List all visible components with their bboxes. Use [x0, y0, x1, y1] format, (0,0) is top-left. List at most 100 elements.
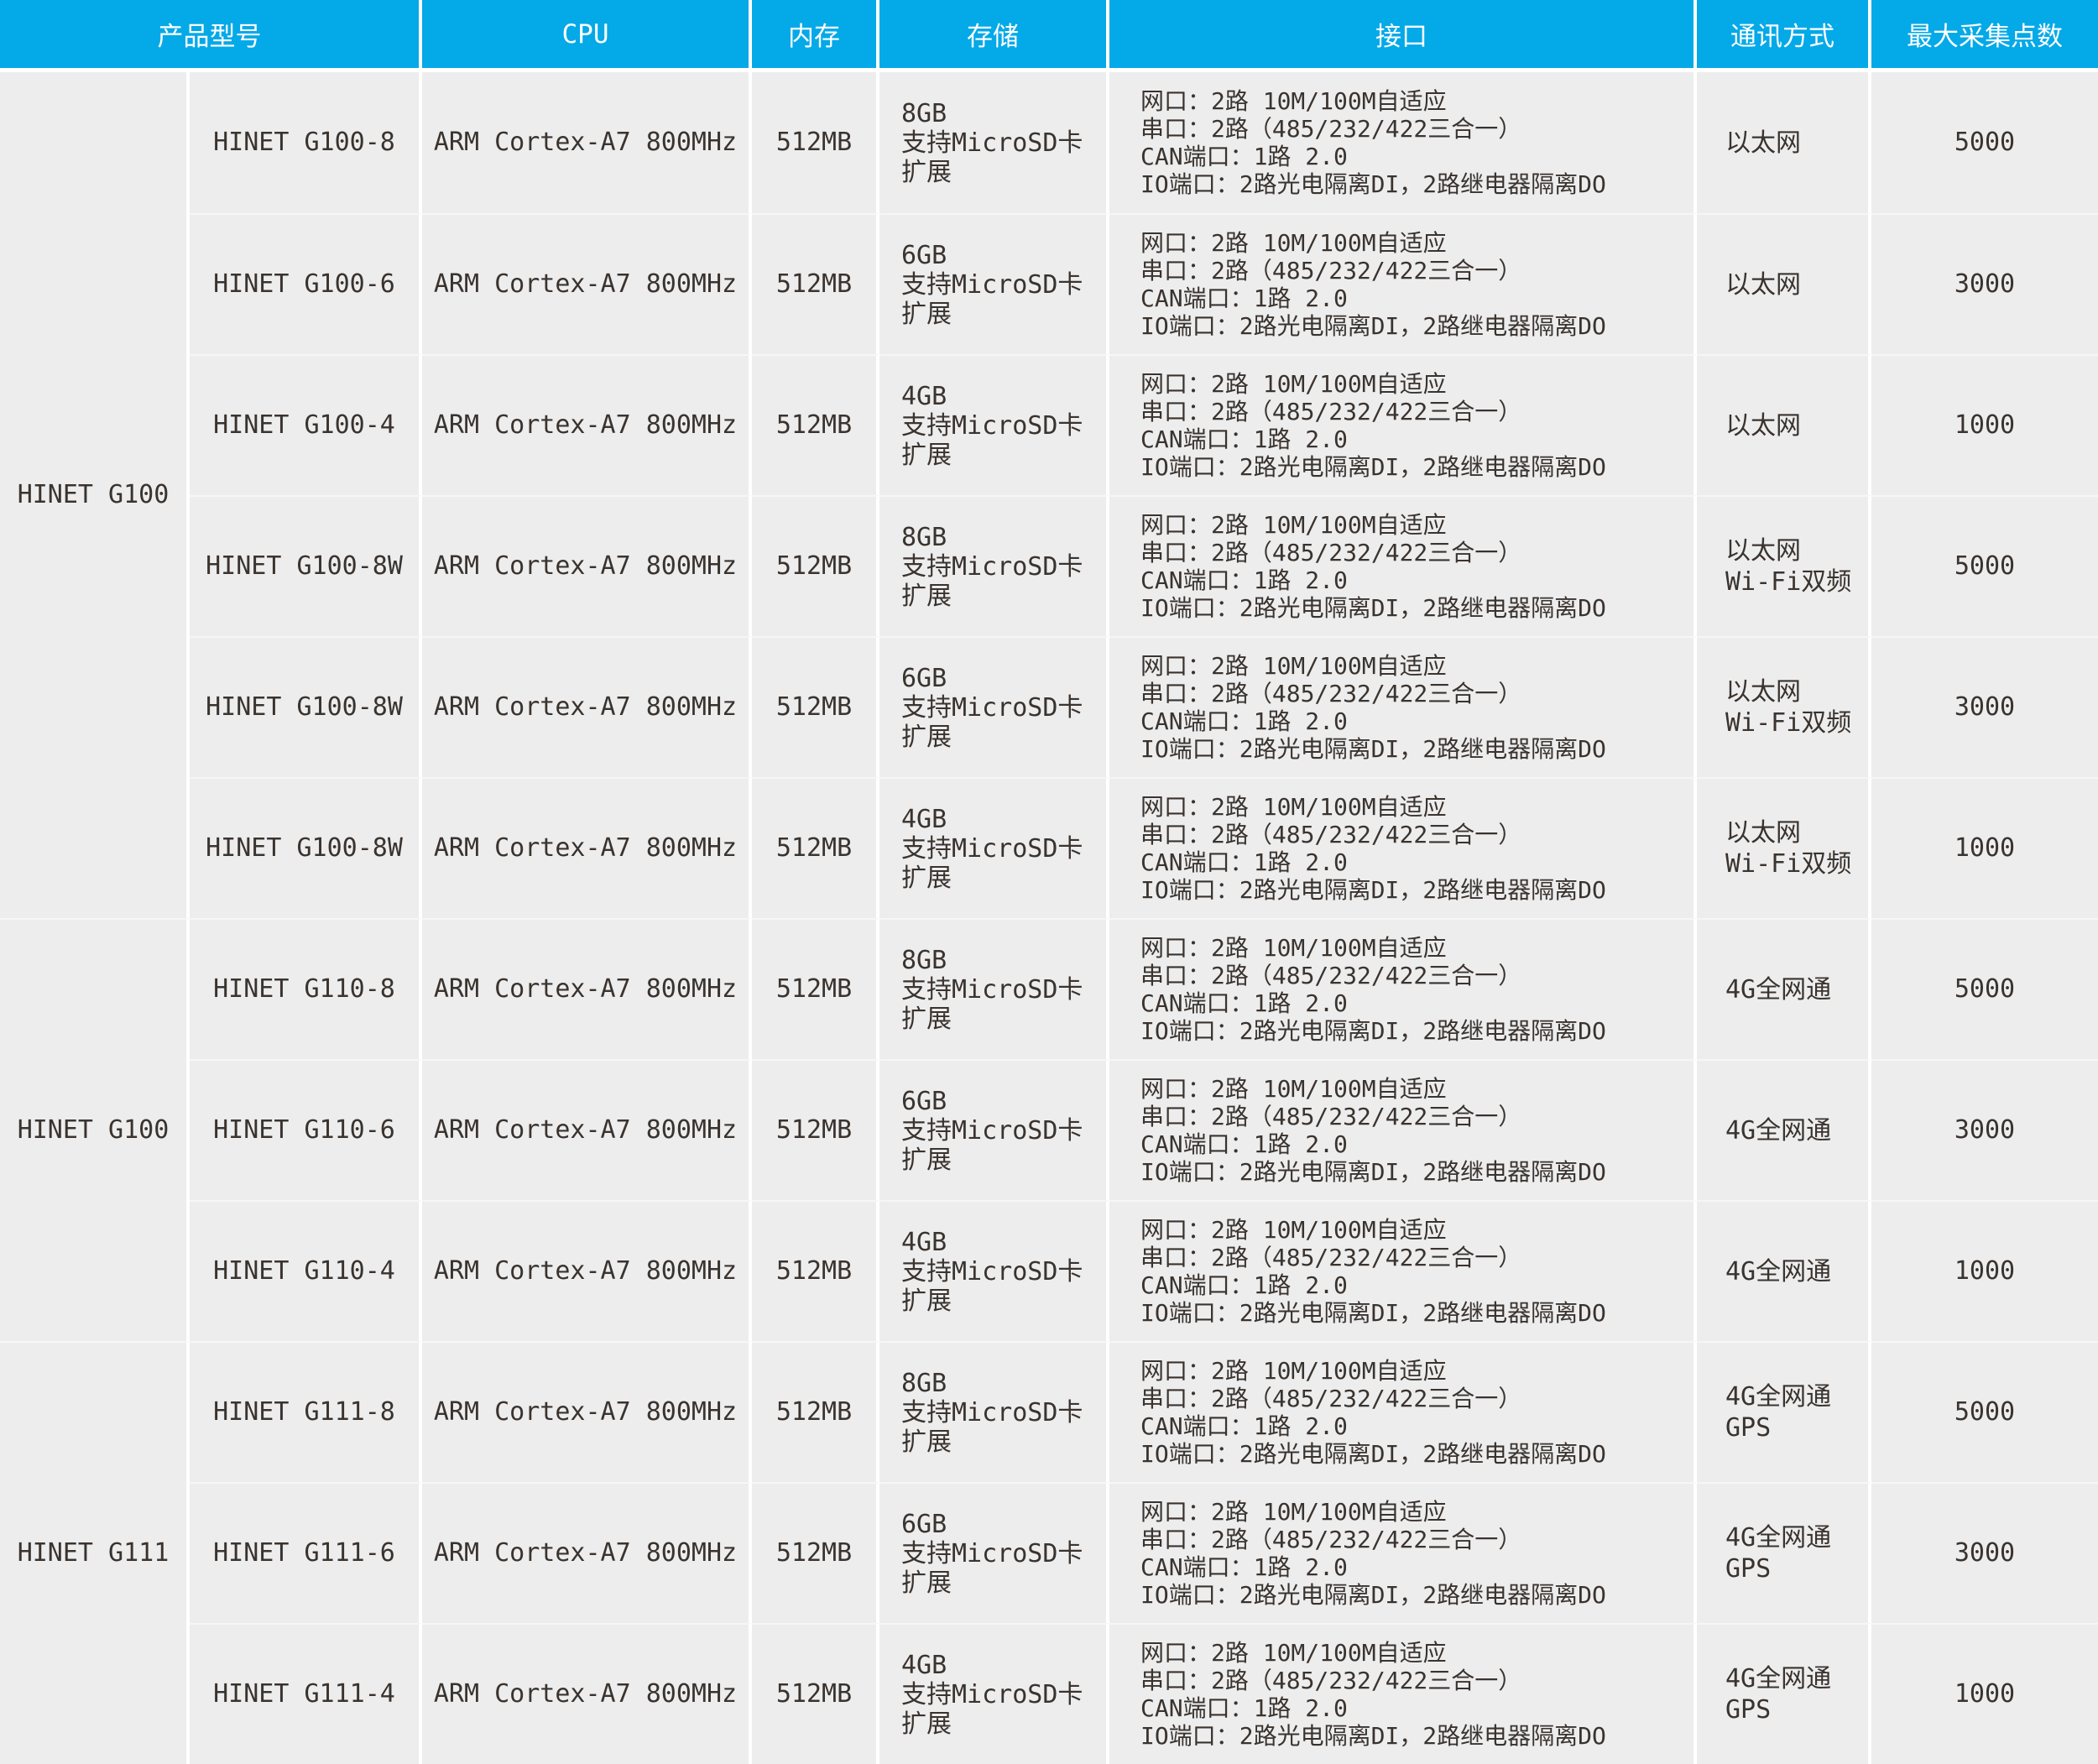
max-points-cell: 1000: [1871, 1623, 2098, 1764]
storage-cell: 4GB 支持MicroSD卡 扩展: [879, 1200, 1109, 1341]
model-cell: HINET G100-8: [190, 72, 422, 213]
max-points-cell: 5000: [1871, 1341, 2098, 1482]
max-points-cell: 3000: [1871, 1059, 2098, 1200]
model-cell: HINET G111-4: [190, 1623, 422, 1764]
storage-cell: 4GB 支持MicroSD卡 扩展: [879, 354, 1109, 495]
table-row: HINET G100-4 ARM Cortex-A7 800MHz 512MB 4GB…: [0, 354, 2098, 495]
model-cell: HINET G100-6: [190, 213, 422, 354]
interface-cell: 网口：2路 10M/100M自适应 串口：2路（485/232/422三合一） …: [1109, 1482, 1697, 1623]
col-header-interface: 接口: [1109, 0, 1697, 72]
memory-cell: 512MB: [752, 213, 879, 354]
interface-cell: 网口：2路 10M/100M自适应 串口：2路（485/232/422三合一） …: [1109, 777, 1697, 918]
max-points-cell: 3000: [1871, 213, 2098, 354]
header-row: 产品型号 CPU 内存 存储 接口 通讯方式 最大采集点数: [0, 0, 2098, 72]
cpu-cell: ARM Cortex-A7 800MHz: [422, 918, 752, 1059]
max-points-cell: 3000: [1871, 1482, 2098, 1623]
table-header: 产品型号 CPU 内存 存储 接口 通讯方式 最大采集点数: [0, 0, 2098, 72]
comm-method-cell: 以太网: [1697, 72, 1871, 213]
model-cell: HINET G111-8: [190, 1341, 422, 1482]
interface-cell: 网口：2路 10M/100M自适应 串口：2路（485/232/422三合一） …: [1109, 213, 1697, 354]
memory-cell: 512MB: [752, 777, 879, 918]
comm-method-cell: 4G全网通 GPS: [1697, 1482, 1871, 1623]
memory-cell: 512MB: [752, 495, 879, 636]
table-row: HINET G100-8W ARM Cortex-A7 800MHz 512MB 4G…: [0, 777, 2098, 918]
table-row: HINET G111-6 ARM Cortex-A7 800MHz 512MB 6GB…: [0, 1482, 2098, 1623]
model-cell: HINET G110-8: [190, 918, 422, 1059]
comm-method-cell: 4G全网通: [1697, 1059, 1871, 1200]
comm-method-cell: 4G全网通: [1697, 918, 1871, 1059]
storage-cell: 4GB 支持MicroSD卡 扩展: [879, 777, 1109, 918]
interface-cell: 网口：2路 10M/100M自适应 串口：2路（485/232/422三合一） …: [1109, 918, 1697, 1059]
table-row: HINET G110-4 ARM Cortex-A7 800MHz 512MB 4GB…: [0, 1200, 2098, 1341]
cpu-cell: ARM Cortex-A7 800MHz: [422, 1200, 752, 1341]
col-header-storage: 存储: [879, 0, 1109, 72]
interface-cell: 网口：2路 10M/100M自适应 串口：2路（485/232/422三合一） …: [1109, 495, 1697, 636]
table-row: HINET G100-8W ARM Cortex-A7 800MHz 512MB 6G…: [0, 636, 2098, 777]
model-cell: HINET G100-8W: [190, 495, 422, 636]
table-body: HINET G100 HINET G100-8 ARM Cortex-A7 800M…: [0, 72, 2098, 1764]
interface-cell: 网口：2路 10M/100M自适应 串口：2路（485/232/422三合一） …: [1109, 354, 1697, 495]
model-cell: HINET G110-6: [190, 1059, 422, 1200]
max-points-cell: 5000: [1871, 918, 2098, 1059]
max-points-cell: 1000: [1871, 777, 2098, 918]
col-header-memory: 内存: [752, 0, 879, 72]
cpu-cell: ARM Cortex-A7 800MHz: [422, 495, 752, 636]
comm-method-cell: 以太网: [1697, 354, 1871, 495]
table-row: HINET G111-4 ARM Cortex-A7 800MHz 512MB 4GB…: [0, 1623, 2098, 1764]
memory-cell: 512MB: [752, 636, 879, 777]
max-points-cell: 1000: [1871, 1200, 2098, 1341]
table-row: HINET G100-8W ARM Cortex-A7 800MHz 512MB 8G…: [0, 495, 2098, 636]
memory-cell: 512MB: [752, 1200, 879, 1341]
comm-method-cell: 4G全网通 GPS: [1697, 1341, 1871, 1482]
comm-method-cell: 以太网 Wi-Fi双频: [1697, 636, 1871, 777]
cpu-cell: ARM Cortex-A7 800MHz: [422, 213, 752, 354]
model-cell: HINET G100-4: [190, 354, 422, 495]
table-row: HINET G100-6 ARM Cortex-A7 800MHz 512MB 6GB…: [0, 213, 2098, 354]
memory-cell: 512MB: [752, 918, 879, 1059]
col-header-product-model: 产品型号: [0, 0, 422, 72]
table-row: HINET G100 HINET G110-8 ARM Cortex-A7 800M…: [0, 918, 2098, 1341]
model-cell: HINET G100-8W: [190, 777, 422, 918]
cpu-cell: ARM Cortex-A7 800MHz: [422, 777, 752, 918]
model-cell: HINET G111-6: [190, 1482, 422, 1623]
cpu-cell: ARM Cortex-A7 800MHz: [422, 1623, 752, 1764]
cpu-cell: ARM Cortex-A7 800MHz: [422, 354, 752, 495]
interface-cell: 网口：2路 10M/100M自适应 串口：2路（485/232/422三合一） …: [1109, 1623, 1697, 1764]
storage-cell: 4GB 支持MicroSD卡 扩展: [879, 1623, 1109, 1764]
model-cell: HINET G110-4: [190, 1200, 422, 1341]
interface-cell: 网口：2路 10M/100M自适应 串口：2路（485/232/422三合一） …: [1109, 1200, 1697, 1341]
group-cell: HINET G100: [0, 918, 190, 1341]
max-points-cell: 1000: [1871, 354, 2098, 495]
comm-method-cell: 4G全网通 GPS: [1697, 1623, 1871, 1764]
comm-method-cell: 以太网: [1697, 213, 1871, 354]
comm-method-cell: 以太网 Wi-Fi双频: [1697, 495, 1871, 636]
cpu-cell: ARM Cortex-A7 800MHz: [422, 1341, 752, 1482]
col-header-comm-method: 通讯方式: [1697, 0, 1871, 72]
comm-method-cell: 以太网 Wi-Fi双频: [1697, 777, 1871, 918]
max-points-cell: 5000: [1871, 495, 2098, 636]
model-cell: HINET G100-8W: [190, 636, 422, 777]
col-header-max-points: 最大采集点数: [1871, 0, 2098, 72]
interface-cell: 网口：2路 10M/100M自适应 串口：2路（485/232/422三合一） …: [1109, 1341, 1697, 1482]
storage-cell: 8GB 支持MicroSD卡 扩展: [879, 72, 1109, 213]
storage-cell: 8GB 支持MicroSD卡 扩展: [879, 1341, 1109, 1482]
group-cell: HINET G100: [0, 72, 190, 918]
memory-cell: 512MB: [752, 1341, 879, 1482]
storage-cell: 8GB 支持MicroSD卡 扩展: [879, 918, 1109, 1059]
interface-cell: 网口：2路 10M/100M自适应 串口：2路（485/232/422三合一） …: [1109, 72, 1697, 213]
comm-method-cell: 4G全网通: [1697, 1200, 1871, 1341]
col-header-cpu: CPU: [422, 0, 752, 72]
table-row: HINET G100 HINET G100-8 ARM Cortex-A7 800M…: [0, 72, 2098, 918]
cpu-cell: ARM Cortex-A7 800MHz: [422, 1482, 752, 1623]
memory-cell: 512MB: [752, 1059, 879, 1200]
storage-cell: 6GB 支持MicroSD卡 扩展: [879, 636, 1109, 777]
storage-cell: 6GB 支持MicroSD卡 扩展: [879, 1482, 1109, 1623]
cpu-cell: ARM Cortex-A7 800MHz: [422, 636, 752, 777]
max-points-cell: 5000: [1871, 72, 2098, 213]
cpu-cell: ARM Cortex-A7 800MHz: [422, 72, 752, 213]
storage-cell: 6GB 支持MicroSD卡 扩展: [879, 1059, 1109, 1200]
interface-cell: 网口：2路 10M/100M自适应 串口：2路（485/232/422三合一） …: [1109, 636, 1697, 777]
table-row: HINET G111 HINET G111-8 ARM Cortex-A7 800M…: [0, 1341, 2098, 1764]
memory-cell: 512MB: [752, 1482, 879, 1623]
